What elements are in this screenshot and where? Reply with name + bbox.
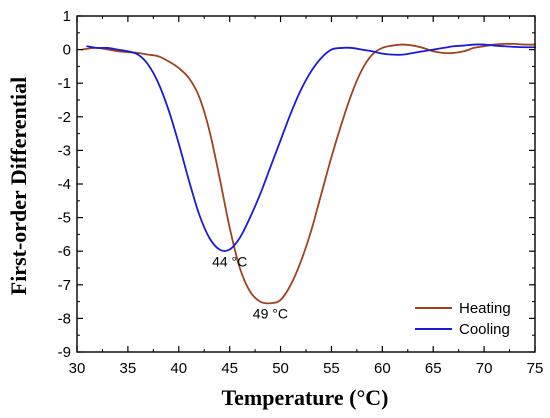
x-tick-label: 35 (120, 360, 137, 377)
y-axis-label: First-order Differential (6, 77, 31, 296)
y-tick-label: 0 (63, 42, 71, 59)
legend-label-cooling: Cooling (459, 321, 510, 338)
x-tick-label: 70 (476, 360, 493, 377)
series-line-cooling (86, 43, 536, 252)
x-tick-label: 75 (527, 360, 544, 377)
y-tick-label: -4 (58, 176, 71, 193)
axes-layer: 30 35 40 45 50 55 60 65 70 75 1 0 -1 -2 -3 -4 -5 -6 -7 -8 -9 (58, 8, 544, 377)
y-tick-label: -5 (58, 210, 71, 227)
series-layer (81, 42, 536, 305)
x-tick-label: 50 (272, 360, 289, 377)
y-tick-label: -9 (58, 344, 71, 361)
x-tick-label: 40 (170, 360, 187, 377)
x-axis-label: Temperature (°C) (221, 385, 388, 410)
legend-label-heating: Heating (459, 300, 511, 317)
y-tick-label: -8 (58, 310, 71, 327)
y-tick-label: -3 (58, 142, 71, 159)
x-tick-label: 55 (323, 360, 340, 377)
y-tick-label: 1 (63, 8, 71, 25)
x-tick-label: 30 (69, 360, 86, 377)
x-tick-label: 45 (221, 360, 238, 377)
y-tick-label: -1 (58, 75, 71, 92)
peak-annotation-1: 44 °C (212, 253, 247, 269)
x-tick-label: 60 (374, 360, 391, 377)
legend: Heating Cooling (415, 300, 511, 338)
y-tick-label: -7 (58, 277, 71, 294)
peak-annotation-2: 49 °C (253, 305, 288, 321)
y-tick-label: -2 (58, 109, 71, 126)
x-tick-label: 65 (425, 360, 442, 377)
annotation-layer: 44 °C 49 °C (212, 253, 288, 321)
series-line-heating (81, 42, 536, 305)
y-tick-label: -6 (58, 243, 71, 260)
